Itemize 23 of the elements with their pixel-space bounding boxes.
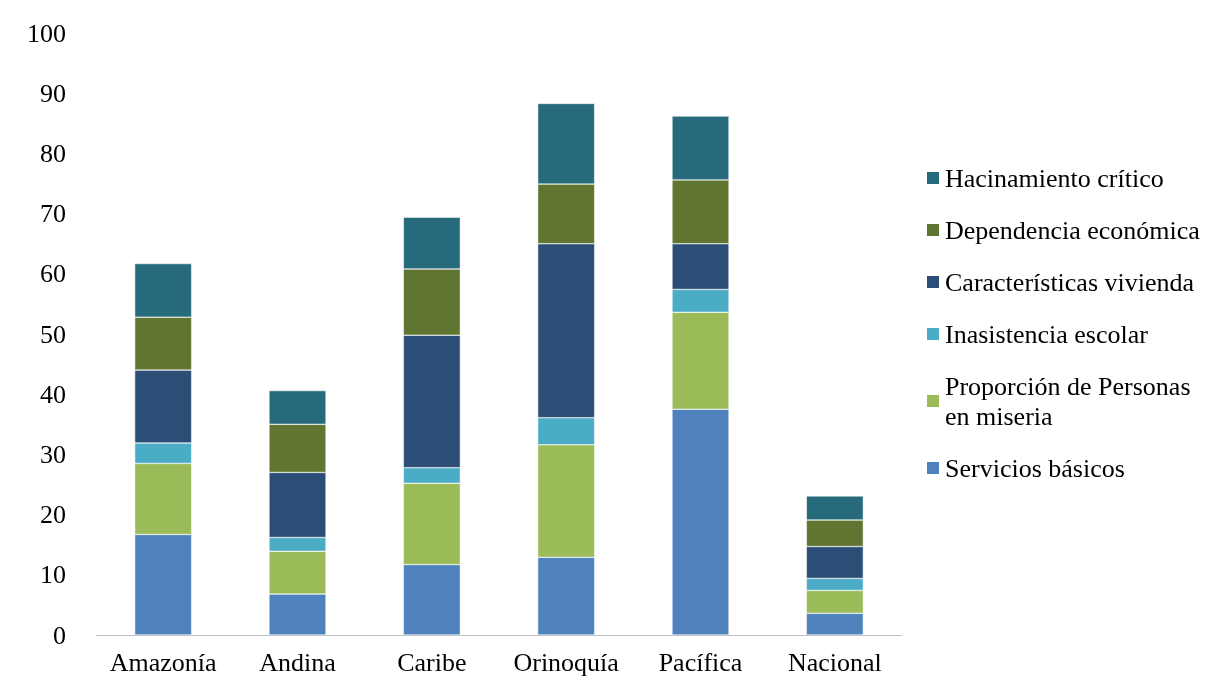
x-tick-label: Orinoquía — [513, 647, 620, 677]
y-tick-label: 0 — [53, 620, 66, 650]
y-tick-label: 70 — [40, 199, 66, 229]
legend-label: Hacinamiento crítico — [945, 163, 1164, 193]
y-tick-label: 60 — [40, 259, 66, 289]
x-tick-label: Amazonía — [109, 647, 218, 677]
legend-label: Características vivienda — [945, 267, 1195, 297]
y-tick-label: 40 — [40, 379, 66, 409]
x-tick-label: Pacífica — [658, 647, 743, 677]
y-tick-label: 20 — [40, 500, 66, 530]
y-tick-label: 50 — [40, 319, 66, 349]
legend-label: Inasistencia escolar — [945, 319, 1149, 349]
y-tick-label: 100 — [27, 18, 66, 48]
x-tick-label: Andina — [259, 647, 337, 677]
y-tick-label: 10 — [40, 560, 66, 590]
legend-label: Dependencia económica — [945, 215, 1201, 245]
y-tick-label: 30 — [40, 439, 66, 469]
y-tick-label: 80 — [40, 138, 66, 168]
x-tick-label: Caribe — [397, 647, 467, 677]
legend-label: Servicios básicos — [945, 453, 1125, 483]
legend-label: Proporción de Personas en miseria — [945, 371, 1198, 431]
x-tick-label: Nacional — [787, 647, 882, 677]
y-tick-label: 90 — [40, 78, 66, 108]
